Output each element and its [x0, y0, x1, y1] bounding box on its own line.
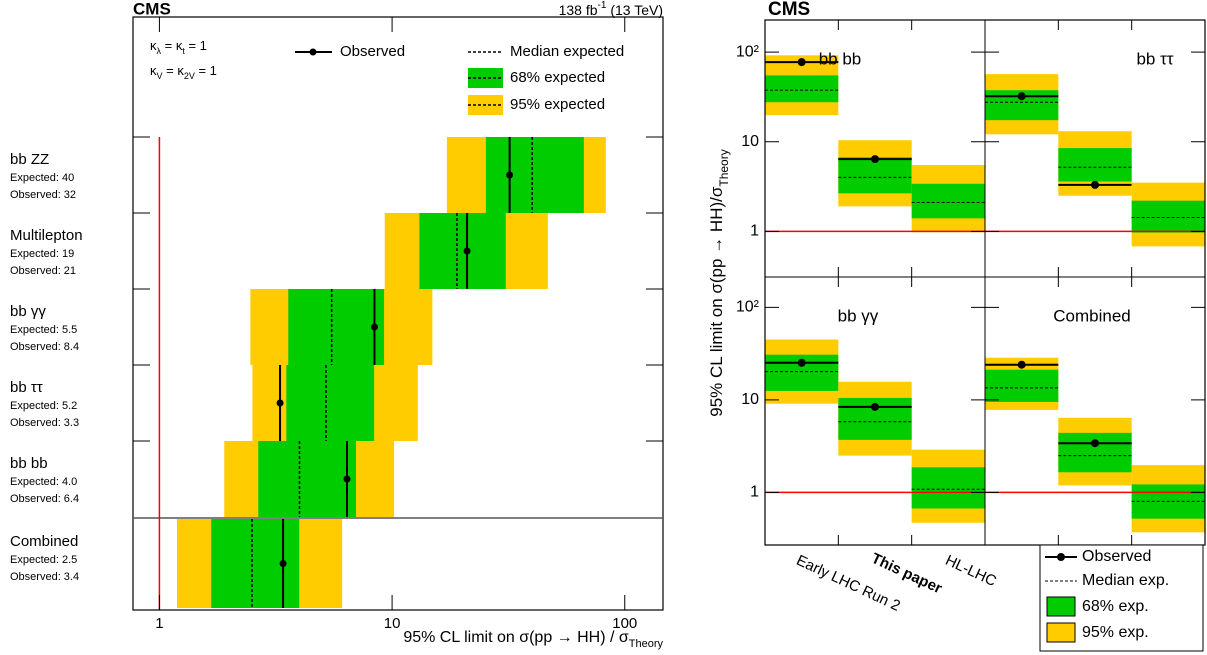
coupling-label-part: 2V [184, 71, 195, 81]
plot-frame [132, 16, 664, 611]
y-tick-label: 10 [741, 391, 759, 408]
band-68 [288, 289, 385, 365]
lumi-label-part: -1 [598, 0, 607, 11]
category-label: HL-LHC [943, 552, 999, 590]
band-68 [1131, 200, 1205, 233]
y-axis-label: 95% CL limit on σ(pp → HH)/σTheory [707, 149, 731, 416]
observed-point [871, 155, 879, 164]
row-name: bb bb [10, 455, 48, 472]
lumi-label-part: 138 fb [559, 2, 598, 18]
band-68 [1058, 148, 1132, 182]
row-observed: Observed: 8.4 [10, 341, 79, 353]
y-axis-label-part: 95% CL limit on σ(pp → HH)/σ [707, 186, 726, 417]
row-expected: Expected: 5.2 [10, 400, 77, 412]
row-name: Combined [10, 533, 78, 550]
observed-point [463, 247, 471, 255]
legend-label: 68% exp. [1082, 598, 1149, 615]
panel-title: bb ττ [1136, 49, 1173, 68]
band-68 [258, 441, 357, 517]
band-68 [985, 369, 1059, 402]
row-observed: Observed: 21 [10, 265, 76, 277]
y-tick-label: 10² [736, 43, 760, 60]
observed-point [871, 402, 879, 411]
row-observed: Observed: 32 [10, 189, 76, 201]
observed-point [797, 58, 806, 67]
coupling-label-part: t [182, 46, 185, 56]
row-name: bb ττ [10, 379, 43, 396]
row-expected: Expected: 5.5 [10, 324, 77, 336]
legend-label: Median expected [510, 43, 624, 60]
observed-point [276, 399, 284, 407]
legend-observed-dot [309, 48, 317, 56]
coupling-label-part: = κ [161, 38, 183, 53]
observed-point [1017, 92, 1026, 101]
y-tick-label: 1 [750, 484, 759, 501]
panel-title: Combined [1053, 306, 1131, 325]
coupling-label-part: = 1 [185, 38, 207, 53]
row-expected: Expected: 40 [10, 172, 74, 184]
x-axis-label: 95% CL limit on σ(pp → HH) / σTheory [403, 629, 663, 650]
y-tick-label: 10² [736, 299, 760, 316]
x-axis-label-part: 95% CL limit on σ(pp → HH) / σ [403, 629, 629, 646]
observed-point [343, 475, 351, 483]
observed-point [279, 560, 287, 567]
panel-title: bb bb [819, 49, 862, 68]
x-axis-label-part: Theory [629, 638, 664, 650]
observed-point [506, 171, 514, 179]
observed-point [370, 323, 378, 331]
row-name: bb γγ [10, 303, 46, 320]
observed-point [1017, 360, 1026, 369]
row-observed: Observed: 3.4 [10, 571, 79, 583]
legend-label: 95% exp. [1082, 624, 1149, 641]
legend-label: Observed [1082, 548, 1151, 565]
legend-label: 95% expected [510, 96, 605, 113]
panel-title: bb γγ [838, 306, 879, 325]
row-expected: Expected: 4.0 [10, 476, 77, 488]
band-68 [286, 365, 375, 441]
band-68 [765, 75, 839, 103]
legend-band68 [1046, 596, 1076, 617]
coupling-label-part: κ [150, 38, 157, 53]
row-name: bb ZZ [10, 151, 49, 168]
cms-label: CMS [133, 0, 171, 18]
coupling-label: κλ = κt = 1 [150, 38, 207, 56]
coupling-label-part: = 1 [195, 63, 217, 78]
lumi-label-part: (13 TeV) [606, 2, 663, 18]
y-axis-label-part: Theory [717, 149, 731, 186]
legend-observed-dot [1057, 553, 1065, 561]
x-tick-label: 1 [155, 615, 163, 632]
row-name: Multilepton [10, 227, 83, 244]
lumi-label: 138 fb-1 (13 TeV) [559, 0, 663, 18]
band-68 [1058, 432, 1132, 473]
cms-label: CMS [768, 0, 810, 20]
y-tick-label: 10 [741, 133, 759, 150]
legend-label: Observed [340, 43, 405, 60]
y-tick-label: 1 [750, 223, 759, 240]
row-expected: Expected: 19 [10, 248, 74, 260]
observed-point [797, 358, 806, 367]
coupling-label-part: = κ [163, 63, 185, 78]
x-tick-label: 100 [612, 615, 637, 632]
band-68 [419, 213, 506, 289]
observed-point [1091, 439, 1099, 448]
legend-label: Median exp. [1082, 572, 1169, 589]
row-expected: Expected: 2.5 [10, 554, 77, 566]
legend-band95 [1046, 622, 1076, 643]
coupling-label-part: V [157, 71, 163, 81]
observed-point [1091, 180, 1099, 189]
coupling-label-part: κ [150, 63, 157, 78]
row-observed: Observed: 6.4 [10, 493, 79, 505]
x-tick-label: 10 [384, 615, 401, 632]
legend-label: 68% expected [510, 69, 605, 86]
coupling-label: κV = κ2V = 1 [150, 63, 217, 81]
row-observed: Observed: 3.3 [10, 417, 79, 429]
band-68 [485, 137, 584, 213]
band-68 [838, 157, 912, 194]
band-68 [911, 183, 985, 219]
coupling-label-part: λ [157, 46, 162, 56]
band-68 [911, 467, 985, 509]
